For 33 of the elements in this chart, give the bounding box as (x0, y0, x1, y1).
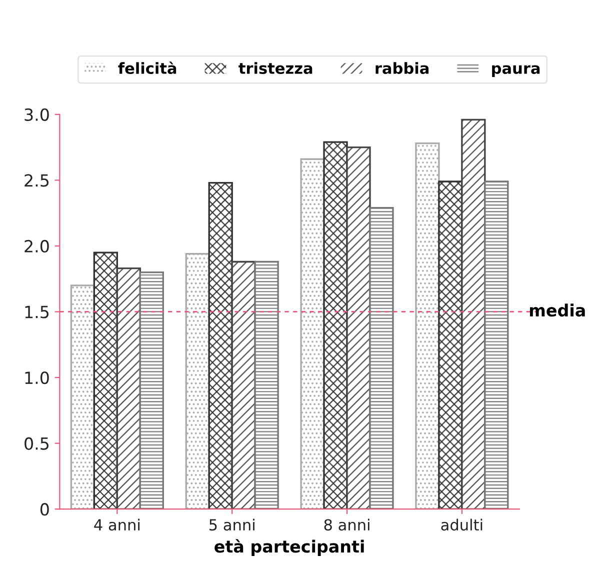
bar (438, 180, 463, 510)
legend-label: felicità (118, 62, 176, 74)
bar (484, 180, 509, 510)
bar (231, 260, 256, 510)
y-tick-label: 2.0 (24, 240, 49, 253)
x-tick-label: adulti (441, 518, 482, 531)
y-tick-label: 3.0 (24, 108, 49, 121)
legend-label: paura (492, 65, 540, 77)
bar (254, 260, 279, 510)
y-tick-label: 1.5 (25, 306, 49, 318)
bar (185, 253, 210, 510)
ref-line-label: media (530, 304, 585, 317)
bar (116, 267, 141, 510)
bar (415, 142, 440, 510)
y-tick-label: 0 (40, 503, 49, 516)
x-tick-label: 4 anni (94, 518, 140, 531)
legend-label: rabbia (376, 62, 428, 74)
legend-label: tristezza (238, 62, 312, 74)
y-tick-label: 1.0 (25, 371, 49, 384)
bar (461, 118, 486, 510)
y-tick-label: 0.5 (24, 437, 49, 450)
x-tick-label: 8 anni (324, 518, 370, 531)
x-tick-label: 5 anni (209, 518, 254, 531)
x-axis-title: età partecipanti (214, 539, 364, 556)
bar (323, 141, 348, 510)
bar (369, 206, 394, 510)
bar (346, 146, 371, 510)
bar (93, 252, 118, 510)
bar (70, 284, 96, 510)
y-tick-label: 2.5 (24, 174, 49, 187)
bar (300, 158, 325, 510)
bar (139, 271, 164, 510)
bar (208, 182, 233, 510)
